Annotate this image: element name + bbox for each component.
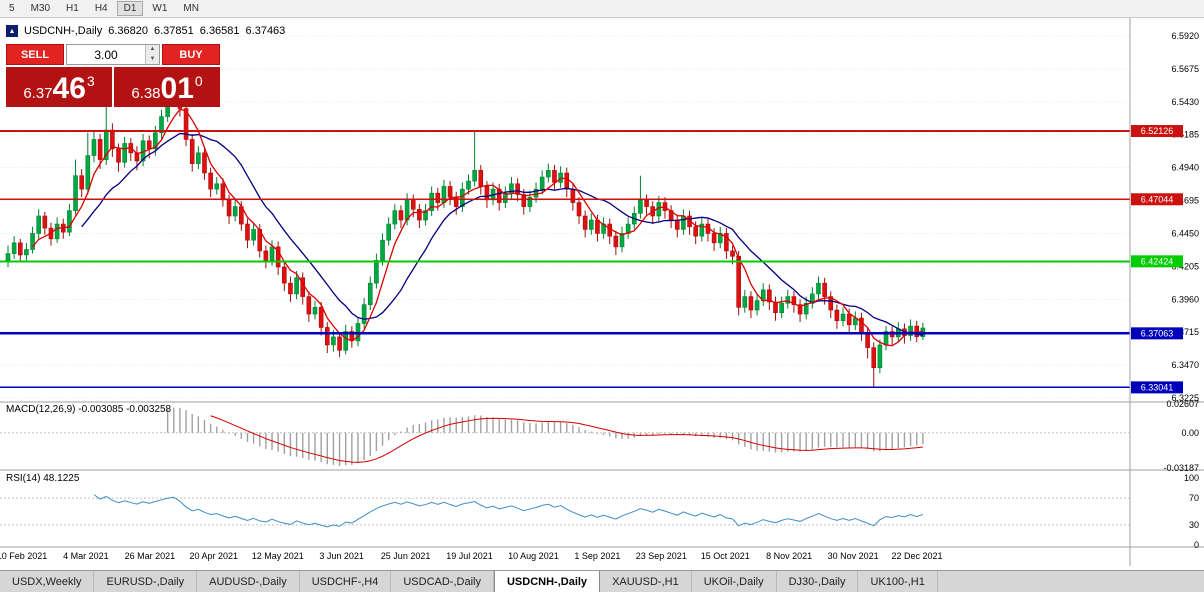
svg-text:100: 100 — [1184, 473, 1199, 483]
volume-input[interactable]: 3.00 — [94, 47, 118, 62]
svg-text:10 Aug 2021: 10 Aug 2021 — [508, 551, 559, 561]
chart-tab-usdx-weekly[interactable]: USDX,Weekly — [0, 571, 95, 592]
ohlc-close: 6.37463 — [245, 25, 286, 37]
svg-text:12 May 2021: 12 May 2021 — [252, 551, 304, 561]
svg-text:6.5675: 6.5675 — [1171, 64, 1199, 74]
chart-tab-bar: USDX,Weekly EURUSD-,Daily AUDUSD-,Daily USD… — [0, 570, 1204, 592]
volume-control: 3.00 ▲ ▼ — [66, 44, 160, 65]
svg-text:20 Apr 2021: 20 Apr 2021 — [190, 551, 239, 561]
one-click-trading-panel: SELL 3.00 ▲ ▼ BUY 6.37 46 3 6.38 01 0 — [6, 44, 220, 107]
chart-tab-eurusd-daily[interactable]: EURUSD-,Daily — [94, 571, 198, 592]
svg-text:10 Feb 2021: 10 Feb 2021 — [0, 551, 47, 561]
svg-text:25 Jun 2021: 25 Jun 2021 — [381, 551, 431, 561]
svg-text:6.4450: 6.4450 — [1171, 228, 1199, 238]
date-axis[interactable]: 10 Feb 2021 4 Mar 2021 26 Mar 2021 20 Apr 2… — [0, 551, 943, 561]
buy-price-pips: 01 — [160, 72, 194, 105]
svg-text:6.47044: 6.47044 — [1141, 194, 1174, 204]
timeframe-mn[interactable]: MN — [176, 1, 206, 16]
buy-button[interactable]: BUY — [162, 44, 220, 65]
horizontal-line-6.33041[interactable]: 6.33041 — [0, 381, 1183, 394]
svg-text:8 Nov 2021: 8 Nov 2021 — [766, 551, 812, 561]
svg-text:0.02607: 0.02607 — [1166, 399, 1199, 409]
svg-text:3 Jun 2021: 3 Jun 2021 — [319, 551, 364, 561]
svg-text:6.5185: 6.5185 — [1171, 130, 1199, 140]
timeframe-d1[interactable]: D1 — [116, 1, 144, 16]
svg-text:-0.03187: -0.03187 — [1163, 463, 1199, 473]
svg-text:0.00: 0.00 — [1181, 428, 1199, 438]
svg-text:19 Jul 2021: 19 Jul 2021 — [446, 551, 493, 561]
svg-text:30 Nov 2021: 30 Nov 2021 — [828, 551, 879, 561]
rsi-label: RSI(14) 48.1225 — [6, 473, 80, 484]
chart-tab-ukoil-daily[interactable]: UKOil-,Daily — [692, 571, 777, 592]
volume-increase-button[interactable]: ▲ — [146, 45, 159, 55]
rsi-pane: 100 70 30 0 — [0, 473, 1199, 550]
ohlc-high: 6.37851 — [154, 25, 194, 37]
sell-price-point: 3 — [86, 73, 95, 89]
sell-button[interactable]: SELL — [6, 44, 64, 65]
buy-price-display[interactable]: 6.38 01 0 — [114, 67, 220, 107]
chart-tab-uk100-h1[interactable]: UK100-,H1 — [858, 571, 938, 592]
chart-tab-xauusd-h1[interactable]: XAUUSD-,H1 — [600, 571, 692, 592]
svg-text:70: 70 — [1189, 493, 1199, 503]
chart-tab-audusd-daily[interactable]: AUDUSD-,Daily — [197, 571, 300, 592]
timeframe-h4[interactable]: H4 — [88, 1, 115, 16]
chart-ohlc-header: ▲ USDCNH-,Daily 6.36820 6.37851 6.36581 … — [6, 25, 285, 37]
macd-label: MACD(12,26,9) -0.003085 -0.003258 — [6, 404, 172, 415]
ohlc-open: 6.36820 — [108, 25, 148, 37]
chart-tab-usdchf-h4[interactable]: USDCHF-,H4 — [300, 571, 392, 592]
svg-text:22 Dec 2021: 22 Dec 2021 — [891, 551, 942, 561]
chart-tab-usdcad-daily[interactable]: USDCAD-,Daily — [391, 571, 494, 592]
svg-text:6.4205: 6.4205 — [1171, 261, 1199, 271]
svg-text:6.52126: 6.52126 — [1141, 126, 1174, 136]
sell-price-display[interactable]: 6.37 46 3 — [6, 67, 112, 107]
volume-decrease-button[interactable]: ▼ — [146, 54, 159, 64]
svg-text:6.5920: 6.5920 — [1171, 31, 1199, 41]
svg-text:1 Sep 2021: 1 Sep 2021 — [574, 551, 620, 561]
chart-tab-usdcnh-daily[interactable]: USDCNH-,Daily — [493, 571, 601, 592]
horizontal-line-6.42424[interactable]: 6.42424 — [0, 255, 1183, 268]
svg-text:6.3225: 6.3225 — [1171, 393, 1199, 403]
svg-text:6.3470: 6.3470 — [1171, 360, 1199, 370]
macd-pane: 0.02607 0.00 -0.03187 — [0, 399, 1199, 473]
pane-separators — [0, 18, 1204, 566]
ohlc-low: 6.36581 — [199, 25, 240, 37]
sell-price-pips: 46 — [52, 72, 86, 105]
price-axis[interactable]: 6.5920 6.5675 6.5430 6.5185 6.4940 6.4695 6.44… — [1171, 31, 1199, 403]
price-chart-canvas[interactable]: 6.5920 6.5675 6.5430 6.5185 6.4940 6.4695 6.44… — [0, 18, 1204, 570]
svg-text:4 Mar 2021: 4 Mar 2021 — [63, 551, 109, 561]
sell-price-base: 6.37 — [23, 85, 53, 102]
svg-text:6.4695: 6.4695 — [1171, 196, 1199, 206]
svg-text:6.5430: 6.5430 — [1171, 97, 1199, 107]
svg-text:6.3715: 6.3715 — [1171, 327, 1199, 337]
horizontal-line-6.52126[interactable]: 6.52126 — [0, 125, 1183, 138]
horizontal-line-6.37063[interactable]: 6.37063 — [0, 327, 1183, 340]
buy-price-point: 0 — [194, 73, 203, 89]
svg-text:0: 0 — [1194, 540, 1199, 550]
horizontal-line-6.47044[interactable]: 6.47044 — [0, 193, 1183, 206]
svg-text:26 Mar 2021: 26 Mar 2021 — [125, 551, 176, 561]
svg-text:6.3960: 6.3960 — [1171, 294, 1199, 304]
symbol-name: USDCNH-,Daily — [24, 25, 103, 37]
svg-text:6.37063: 6.37063 — [1141, 328, 1174, 338]
timeframe-5[interactable]: 5 — [2, 1, 22, 16]
svg-text:23 Sep 2021: 23 Sep 2021 — [636, 551, 687, 561]
timeframe-m30[interactable]: M30 — [24, 1, 57, 16]
svg-text:6.42424: 6.42424 — [1141, 256, 1174, 266]
svg-text:15 Oct 2021: 15 Oct 2021 — [701, 551, 750, 561]
timeframe-toolbar: 5 M30 H1 H4 D1 W1 MN — [0, 0, 1204, 18]
moving-averages — [32, 108, 924, 347]
svg-text:6.4940: 6.4940 — [1171, 163, 1199, 173]
svg-text:30: 30 — [1189, 520, 1199, 530]
timeframe-h1[interactable]: H1 — [59, 1, 86, 16]
chart-tab-dj30-daily[interactable]: DJ30-,Daily — [777, 571, 859, 592]
timeframe-w1[interactable]: W1 — [145, 1, 174, 16]
buy-price-base: 6.38 — [131, 85, 161, 102]
candles-layer — [5, 83, 926, 387]
volume-spinner: ▲ ▼ — [145, 45, 159, 64]
chart-marker-icon: ▲ — [6, 25, 18, 37]
svg-text:6.33041: 6.33041 — [1141, 382, 1174, 392]
